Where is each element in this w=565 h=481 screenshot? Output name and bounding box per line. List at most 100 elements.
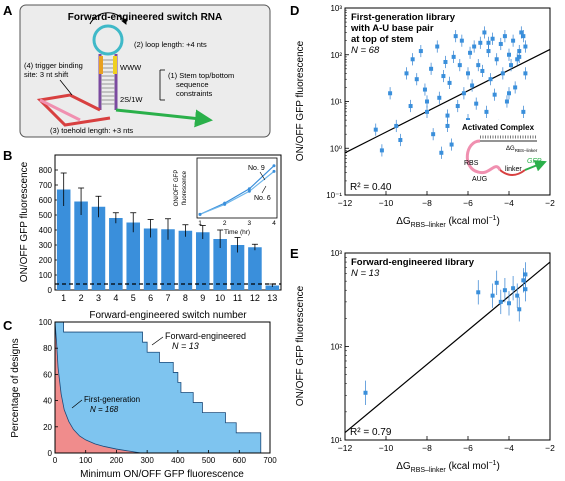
d-point <box>425 99 429 104</box>
b-bar <box>230 245 245 290</box>
panel-d-r2: R² = 0.40 <box>350 182 392 193</box>
first-gen-series-label: First-generation <box>84 395 140 404</box>
toehold-label: (3) toehold length: +3 nts <box>50 126 133 135</box>
panel-letter-c: C <box>3 318 13 333</box>
d-point <box>459 38 464 43</box>
d-point <box>445 113 450 118</box>
output-arrow <box>115 108 213 128</box>
panel-e-ylabel: ON/OFF GFP fluorescence <box>295 285 306 406</box>
inset-xtick-label: 2 <box>223 220 227 227</box>
e-xtick-label: −12 <box>338 443 353 453</box>
inset-point <box>198 212 202 216</box>
panel-c-ylabel: Percentage of designs <box>10 338 21 438</box>
d-point <box>519 30 524 35</box>
d-xtick-label: −4 <box>504 198 514 208</box>
d-point <box>431 132 436 137</box>
b-xtick-label: 7 <box>165 293 170 303</box>
b-bar <box>74 201 88 290</box>
inset-point <box>272 169 276 173</box>
d-point <box>511 38 516 43</box>
e-point <box>498 299 503 304</box>
panel-c: 0 20 40 60 80 100 0 100 200 300 400 500 600 700 Mini… <box>10 318 277 480</box>
e-point <box>517 307 522 312</box>
activated-complex-inset: Activated Complex ΔGRBS–linker RBS AUG l… <box>458 120 547 190</box>
inset-ylabel-line1: ON/OFF GFP <box>174 170 180 207</box>
panel-e: 10¹ 10² 10³ −12 −10 −8 −6 −4 −2 Forward-enginee… <box>295 249 555 474</box>
panel-d-n: N = 68 <box>351 45 380 56</box>
c-ytick-label: 20 <box>43 423 52 432</box>
d-point <box>461 91 466 96</box>
panel-d-title-line1: First-generation library <box>351 12 456 23</box>
e-point <box>363 390 368 395</box>
d-ytick-label: 10¹ <box>330 98 342 107</box>
d-point <box>521 109 526 114</box>
d-point <box>515 57 520 62</box>
d-point <box>445 123 450 128</box>
d-point <box>447 80 452 85</box>
d-point <box>441 74 446 79</box>
d-point <box>476 63 481 68</box>
d-fit-line <box>344 48 551 154</box>
d-point <box>472 44 477 49</box>
b-bar <box>195 232 210 290</box>
panel-d-ylabel: ON/OFF GFP fluorescence <box>295 40 306 161</box>
d-point <box>507 52 511 57</box>
inset-label-no6: No. 6 <box>254 195 271 202</box>
c-ytick-label: 80 <box>43 344 52 353</box>
d-ytick-label: 10⁻¹ <box>326 191 342 200</box>
b-bar <box>213 239 227 290</box>
forward-series-label: Forward-engineered <box>165 331 246 341</box>
c-xtick-label: 400 <box>171 456 185 465</box>
e-xtick-label: −4 <box>504 443 514 453</box>
inset-series-line <box>199 170 275 215</box>
panel-letter-a: A <box>3 3 13 18</box>
d-point <box>484 109 489 114</box>
d-point <box>394 123 399 128</box>
d-point <box>466 71 470 76</box>
stem-constraints-line3: constraints <box>176 89 213 98</box>
c-area-first-gen <box>54 321 142 454</box>
panel-b-ylabel: ON/OFF GFP fluorescence <box>19 161 30 282</box>
d-point <box>494 57 499 62</box>
panel-c-frame <box>54 321 271 454</box>
inset-xtick-label: 1 <box>198 220 202 227</box>
d-point <box>490 36 495 41</box>
e-fit-line <box>344 261 551 434</box>
b-bar <box>265 285 280 290</box>
b-xtick-label: 8 <box>183 293 188 303</box>
bottom-sequence-label: 2S/1W <box>120 95 143 104</box>
inset-frame <box>196 157 278 219</box>
switch-rna-diagram <box>36 12 213 128</box>
e-point <box>523 287 528 292</box>
d-point <box>379 148 384 153</box>
c-xtick-label: 600 <box>233 456 247 465</box>
b-ytick-label: 200 <box>39 256 53 265</box>
b-ytick-label: 500 <box>39 211 53 220</box>
b-bar <box>143 228 158 290</box>
b-xtick-label: 4 <box>113 293 118 303</box>
first-gen-series-n: N = 168 <box>90 405 119 414</box>
b-bar <box>91 206 106 290</box>
inset-label-no9: No. 9 <box>248 165 265 172</box>
e-point <box>511 286 516 291</box>
e-ytick-label: 10² <box>330 343 342 352</box>
b-bar <box>248 247 262 290</box>
panel-b-inset: 1 2 3 4 ON/OFF GFP fluorescence Time (hr) N… <box>174 157 278 236</box>
forward-series-n: N = 13 <box>172 341 199 351</box>
d-point <box>414 77 419 82</box>
d-point <box>523 44 528 49</box>
d-point <box>451 54 456 59</box>
b-ytick-label: 800 <box>39 166 53 175</box>
b-ytick-label: 400 <box>39 226 53 235</box>
d-point <box>470 83 475 88</box>
c-ytick-label: 100 <box>39 318 53 327</box>
panel-b-xlabel: Forward-engineered switch number <box>89 310 247 321</box>
d-point <box>410 57 415 62</box>
d-point <box>513 85 518 90</box>
d-xtick-label: −2 <box>545 198 555 208</box>
e-xtick-label: −6 <box>463 443 473 453</box>
panel-d: 10⁻¹ 10⁰ 10¹ 10² 10³ −12 −10 −8 −6 −4 −2 First-ge… <box>295 4 555 229</box>
d-xtick-label: −12 <box>338 198 353 208</box>
d-point <box>480 68 485 73</box>
